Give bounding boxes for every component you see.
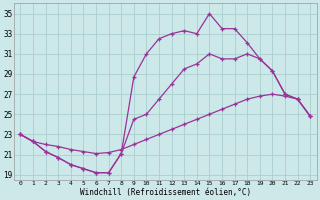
X-axis label: Windchill (Refroidissement éolien,°C): Windchill (Refroidissement éolien,°C) <box>80 188 251 197</box>
